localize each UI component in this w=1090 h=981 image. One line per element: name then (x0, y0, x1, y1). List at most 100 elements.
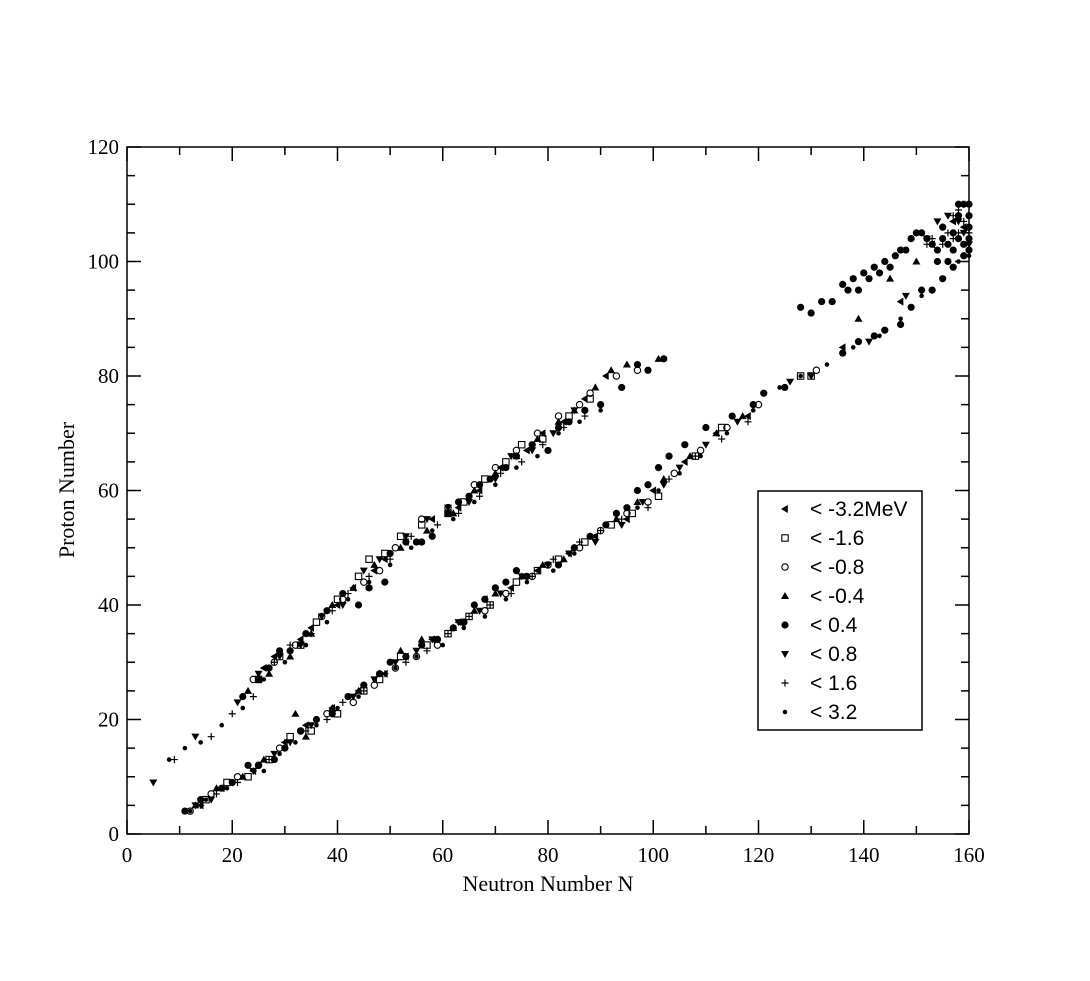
data-point (302, 630, 310, 638)
data-point (503, 596, 509, 602)
data-point (381, 670, 389, 678)
data-point (919, 293, 924, 299)
data-point (349, 583, 358, 591)
data-point (408, 545, 414, 551)
data-point (839, 349, 847, 357)
data-point (886, 263, 894, 271)
legend-label: < -0.8 (810, 556, 864, 579)
data-point (344, 590, 352, 598)
data-point (581, 406, 589, 414)
y-tick-label: 20 (98, 708, 119, 732)
data-point (276, 647, 284, 655)
data-point (638, 498, 647, 506)
data-point (549, 430, 558, 438)
data-point (470, 601, 478, 609)
data-point (898, 316, 903, 322)
data-point (259, 663, 267, 672)
data-point (314, 722, 319, 728)
data-point (170, 756, 178, 764)
data-point (896, 297, 904, 306)
data-point (954, 218, 963, 226)
data-point (270, 658, 278, 666)
data-point (454, 503, 462, 512)
data-point (281, 738, 289, 746)
legend-marker-square (781, 534, 789, 542)
data-point (912, 229, 920, 237)
data-point (339, 589, 347, 598)
data-point (960, 217, 968, 225)
data-point (181, 807, 189, 815)
data-point (375, 566, 384, 575)
data-point (544, 561, 552, 569)
data-point (444, 630, 452, 638)
data-point (312, 715, 321, 724)
data-point (928, 286, 936, 294)
data-point (514, 465, 519, 470)
data-point (303, 642, 309, 648)
data-point (550, 568, 556, 573)
data-point (939, 240, 947, 248)
x-tick-label: 20 (222, 843, 243, 867)
data-point (777, 385, 782, 390)
data-points (149, 200, 973, 815)
data-point (360, 687, 368, 695)
data-point (960, 252, 968, 260)
data-point (472, 499, 477, 505)
data-point (517, 440, 526, 449)
data-point (580, 394, 588, 403)
data-point (622, 515, 630, 524)
data-point (750, 408, 756, 413)
data-point (918, 286, 926, 294)
data-point (302, 727, 310, 735)
data-point (517, 573, 526, 581)
series-plus (170, 206, 973, 809)
data-point (691, 452, 699, 460)
data-point (270, 652, 278, 661)
data-point (944, 257, 952, 266)
data-point (401, 533, 410, 541)
data-point (618, 515, 626, 523)
data-point (412, 538, 421, 546)
data-point (570, 544, 578, 552)
data-point (933, 246, 942, 254)
data-point (818, 297, 826, 306)
data-point (386, 555, 394, 563)
data-point (481, 595, 489, 603)
data-point (665, 475, 673, 483)
data-point (960, 200, 968, 208)
data-point (912, 257, 921, 265)
data-point (286, 739, 295, 747)
data-point (865, 275, 873, 283)
data-point (712, 429, 721, 437)
data-point (433, 521, 441, 529)
legend-box (757, 490, 923, 731)
data-point (323, 607, 331, 615)
data-point (286, 732, 294, 741)
data-point (328, 704, 337, 712)
data-point (959, 229, 968, 237)
data-point (244, 761, 252, 769)
data-point (354, 572, 363, 581)
data-point (360, 681, 368, 689)
data-point (191, 802, 200, 810)
data-point (493, 482, 498, 488)
data-point (366, 579, 372, 585)
data-point (718, 435, 726, 443)
legend: < -3.2MeV < -1.6 < -0.8 < -0.4 < 0.4 < 0.8 < 1… (757, 490, 923, 731)
data-point (591, 539, 600, 547)
data-point (824, 362, 830, 367)
data-point (796, 372, 805, 380)
data-point (565, 418, 573, 426)
data-point (182, 745, 188, 751)
data-point (907, 235, 915, 243)
data-point (393, 665, 398, 671)
data-point (654, 464, 663, 472)
data-point (522, 446, 530, 455)
data-point (533, 566, 542, 575)
data-point (197, 796, 205, 804)
data-point (418, 538, 426, 546)
data-point (965, 246, 973, 254)
data-point (265, 664, 273, 672)
data-point (838, 343, 846, 352)
data-point (496, 463, 504, 472)
